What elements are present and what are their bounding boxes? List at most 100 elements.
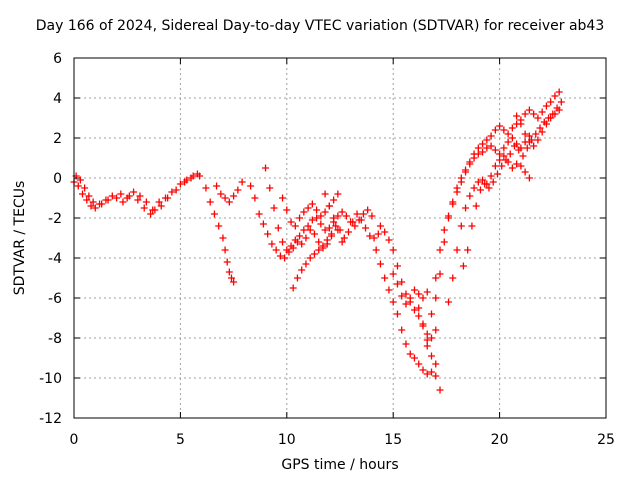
data-point <box>300 208 308 216</box>
data-point <box>276 252 284 260</box>
data-point <box>457 174 465 182</box>
data-point <box>436 270 444 278</box>
data-point <box>508 164 516 172</box>
plot-frame <box>73 57 607 419</box>
data-point <box>423 288 431 296</box>
data-point <box>306 226 314 234</box>
y-tick-label: -4 <box>48 251 62 267</box>
data-point <box>219 234 227 242</box>
data-point <box>510 142 518 150</box>
grid-lines <box>74 58 606 418</box>
data-point <box>251 194 259 202</box>
data-point <box>345 228 353 236</box>
data-point <box>496 150 504 158</box>
y-tick-label: -8 <box>48 331 62 347</box>
data-point <box>74 182 82 190</box>
data-point <box>534 114 542 122</box>
data-point <box>557 98 565 106</box>
chart-title: Day 166 of 2024, Sidereal Day-to-day VTE… <box>35 18 605 34</box>
data-point <box>393 280 401 288</box>
data-point <box>440 238 448 246</box>
data-point <box>506 150 514 158</box>
data-point <box>291 222 299 230</box>
data-point <box>423 330 431 338</box>
data-point <box>462 166 470 174</box>
data-point <box>155 198 163 206</box>
data-point <box>498 162 506 170</box>
x-tick-label: 5 <box>176 432 185 448</box>
data-point <box>436 386 444 394</box>
y-tick-label: 0 <box>53 171 62 187</box>
data-point <box>317 212 325 220</box>
data-point <box>370 234 378 242</box>
data-point <box>462 204 470 212</box>
data-point <box>415 290 423 298</box>
data-point <box>87 202 95 210</box>
data-marks <box>70 88 565 394</box>
data-point <box>308 216 316 224</box>
y-tick-label: -10 <box>39 371 62 387</box>
data-point <box>306 254 314 262</box>
data-point <box>81 184 89 192</box>
data-point <box>221 246 229 254</box>
data-point <box>164 194 172 202</box>
data-point <box>213 182 221 190</box>
data-point <box>332 222 340 230</box>
data-point <box>279 238 287 246</box>
data-point <box>302 260 310 268</box>
data-point <box>364 206 372 214</box>
x-tick-label: 25 <box>597 432 615 448</box>
data-point <box>487 142 495 150</box>
data-point <box>325 224 333 232</box>
data-point <box>321 226 329 234</box>
data-point <box>353 210 361 218</box>
data-point <box>406 350 414 358</box>
data-point <box>530 110 538 118</box>
y-tick-label: 6 <box>53 51 62 67</box>
data-point <box>83 196 91 204</box>
data-point <box>389 270 397 278</box>
data-point <box>310 250 318 258</box>
data-point <box>538 128 546 136</box>
data-point <box>376 260 384 268</box>
data-point <box>415 304 423 312</box>
data-series <box>432 132 533 302</box>
y-tick-label: -6 <box>48 291 62 307</box>
data-point <box>123 194 131 202</box>
data-point <box>515 146 523 154</box>
data-point <box>351 222 359 230</box>
data-point <box>428 352 436 360</box>
y-tick-label: -2 <box>48 211 62 227</box>
data-point <box>366 232 374 240</box>
data-point <box>255 210 263 218</box>
data-series <box>389 270 431 308</box>
data-point <box>470 154 478 162</box>
data-point <box>325 202 333 210</box>
x-tick-label: 15 <box>384 432 402 448</box>
data-point <box>381 274 389 282</box>
data-point <box>432 294 440 302</box>
data-point <box>489 178 497 186</box>
data-point <box>368 212 376 220</box>
data-series <box>289 232 335 292</box>
data-point <box>432 274 440 282</box>
data-point <box>470 184 478 192</box>
data-point <box>500 152 508 160</box>
data-point <box>193 170 201 178</box>
data-point <box>313 206 321 214</box>
data-point <box>266 184 274 192</box>
data-point <box>410 354 418 362</box>
data-point <box>474 144 482 152</box>
data-point <box>319 242 327 250</box>
data-point <box>89 198 97 206</box>
data-point <box>334 212 342 220</box>
data-point <box>393 310 401 318</box>
data-series <box>445 152 533 306</box>
x-tick-label: 10 <box>278 432 296 448</box>
data-point <box>79 190 87 198</box>
data-point <box>113 194 121 202</box>
data-point <box>500 126 508 134</box>
data-point <box>521 110 529 118</box>
data-point <box>436 246 444 254</box>
data-point <box>428 368 436 376</box>
